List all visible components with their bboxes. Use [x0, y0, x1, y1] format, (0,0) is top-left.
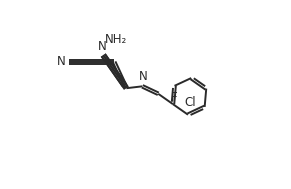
- Text: NH₂: NH₂: [104, 33, 127, 46]
- Text: N: N: [139, 70, 148, 83]
- Text: F: F: [171, 91, 178, 104]
- Text: Cl: Cl: [184, 96, 196, 109]
- Text: N: N: [98, 40, 107, 53]
- Text: N: N: [57, 55, 66, 68]
